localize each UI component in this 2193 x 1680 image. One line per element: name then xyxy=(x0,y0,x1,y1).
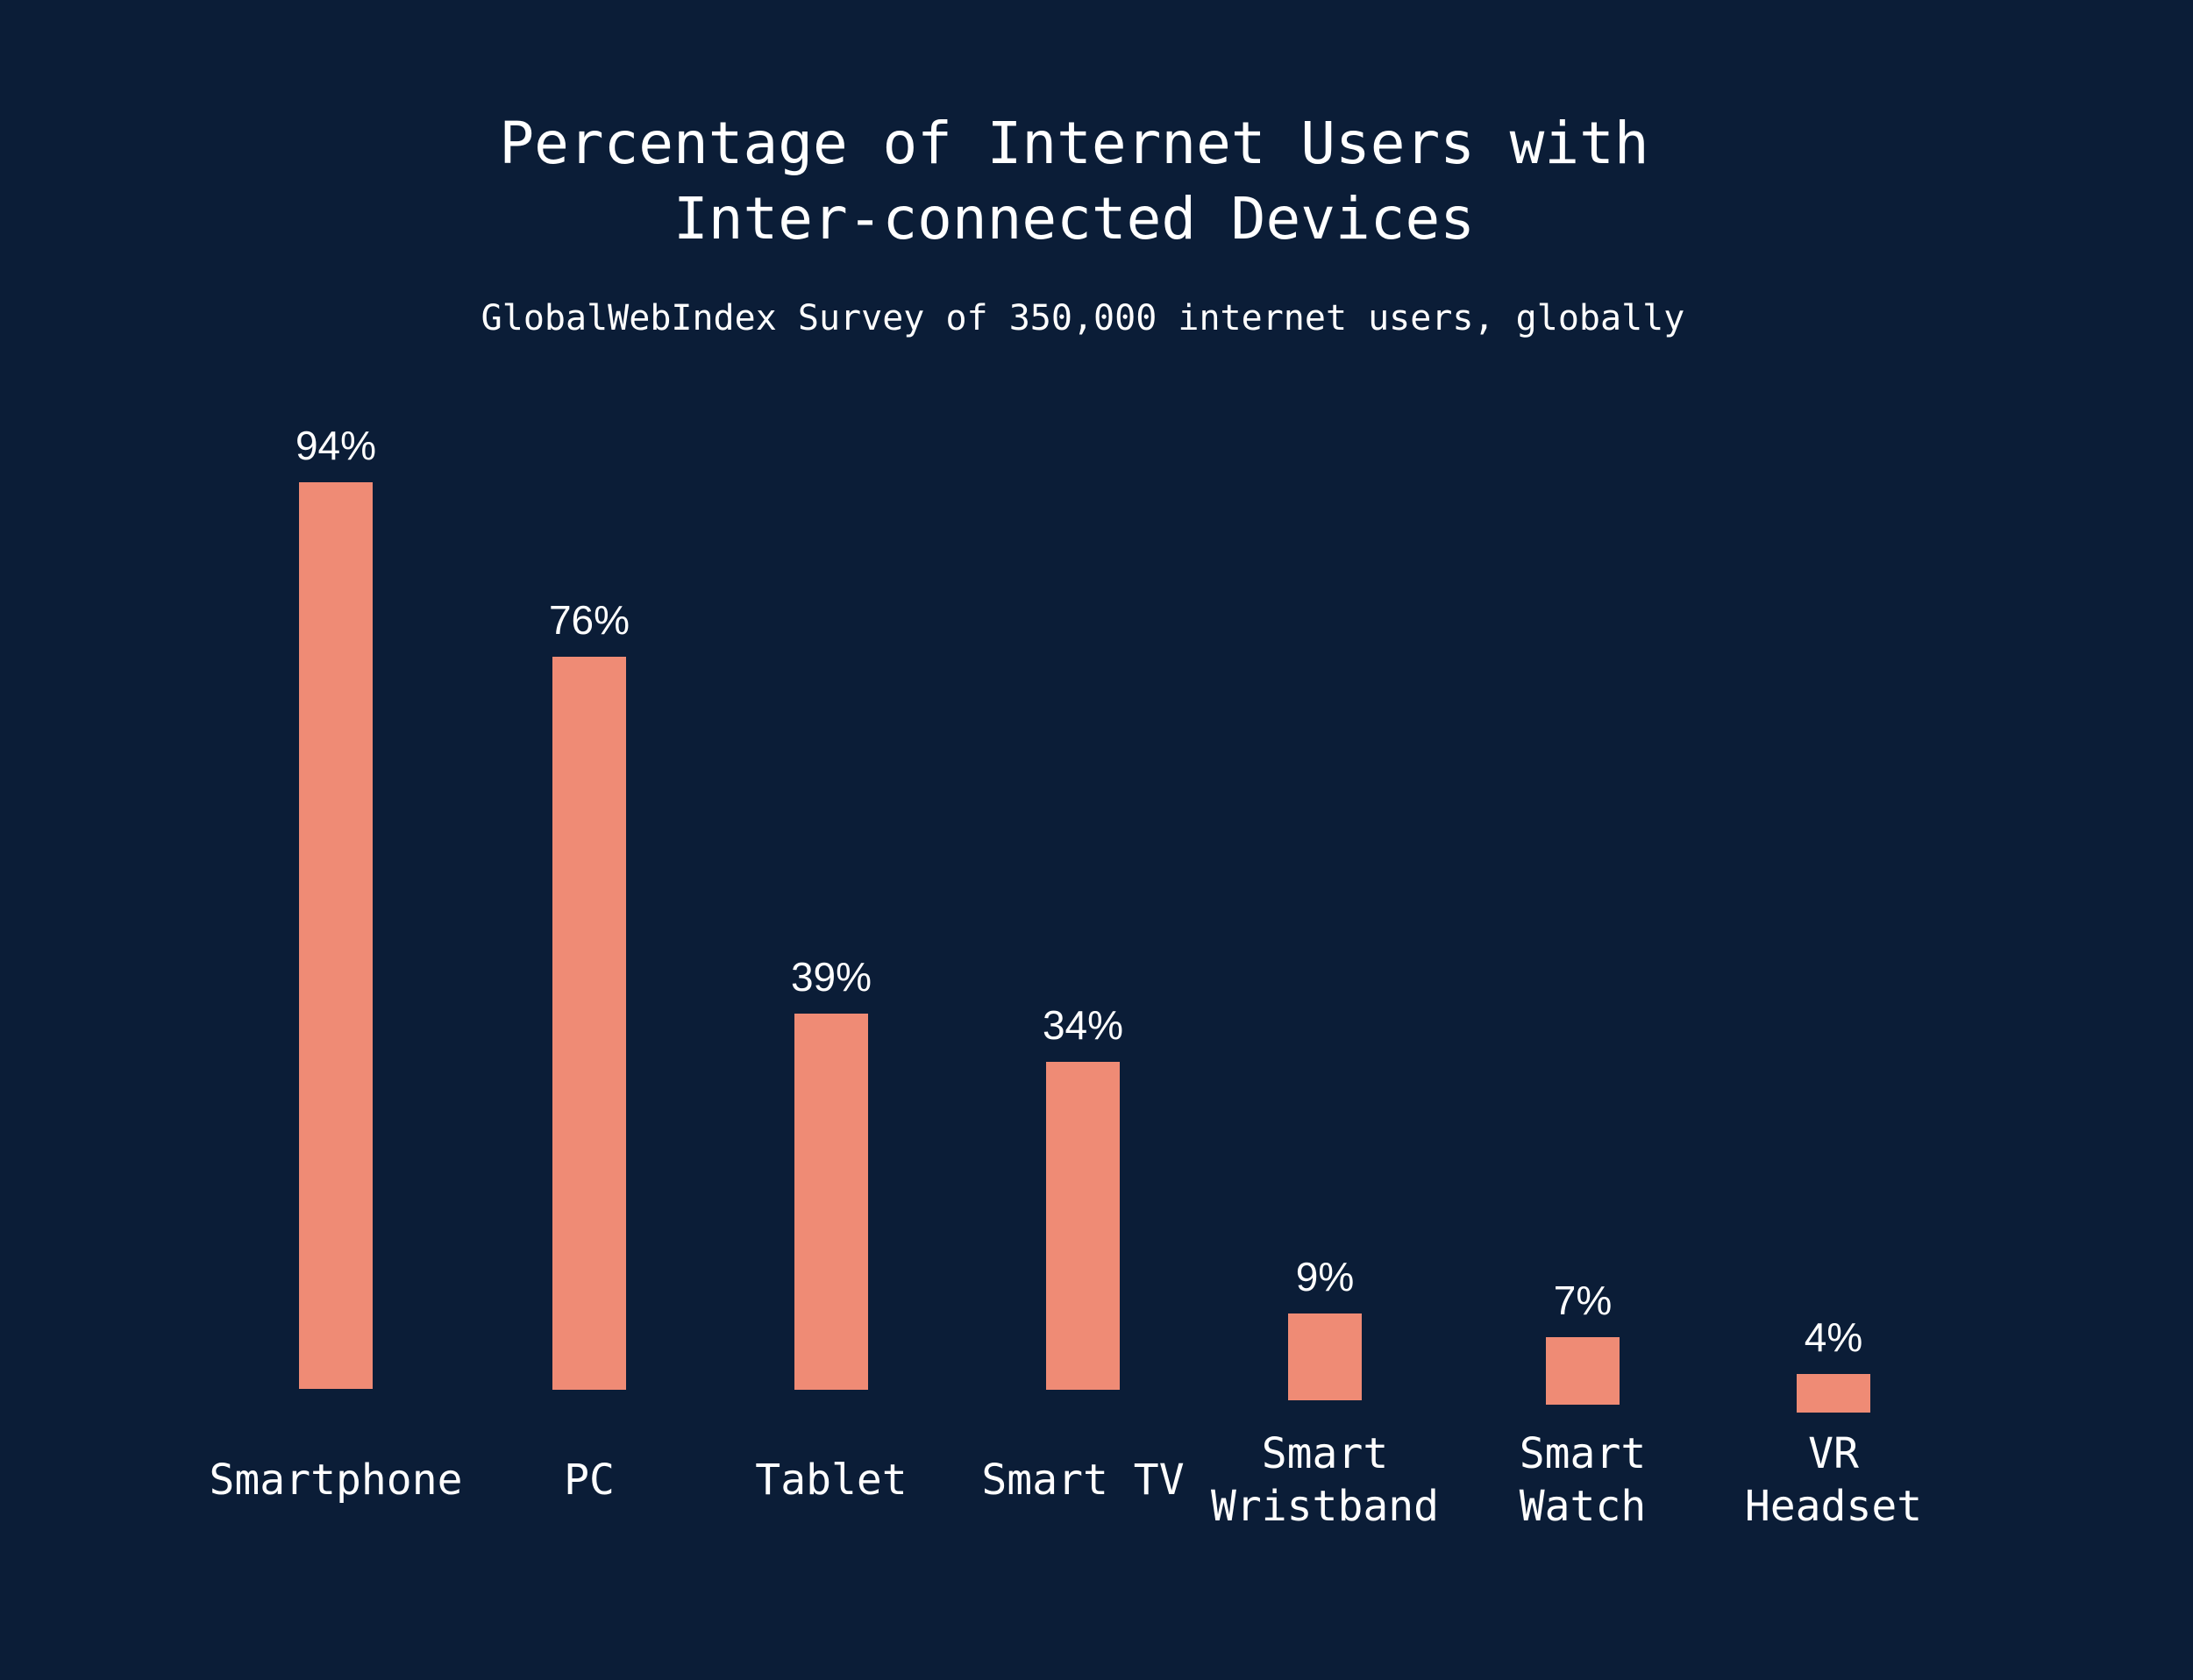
category-label-smart-wristband-line-2: Wristband xyxy=(1211,1482,1439,1531)
value-label-smart-wristband: 9% xyxy=(1296,1254,1354,1299)
category-label-smartphone: Smartphone xyxy=(210,1456,463,1505)
category-label-smart-tv: Smart TV xyxy=(981,1456,1184,1505)
category-labels: Smartphone PC Tablet Smart TVSmartWristband… xyxy=(210,1429,1923,1531)
category-label-tablet: Tablet xyxy=(755,1456,907,1505)
category-label-smart-watch-line-1: Smart xyxy=(1520,1429,1647,1478)
chart-subtitle: GlobalWebIndex Survey of 350,000 interne… xyxy=(481,298,1685,338)
bar-series xyxy=(299,482,1870,1413)
value-label-smart-tv: 34% xyxy=(1043,1002,1123,1048)
category-label-smart-watch-line-2: Watch xyxy=(1520,1482,1647,1531)
bar-pc xyxy=(552,657,626,1390)
bar-smart-tv xyxy=(1046,1062,1120,1390)
chart-title-line-1: Percentage of Internet Users with xyxy=(499,110,1648,177)
value-label-pc: 76% xyxy=(549,597,630,643)
category-label-pc: PC xyxy=(564,1456,615,1505)
value-label-tablet: 39% xyxy=(791,954,872,1000)
value-label-vr-headset: 4% xyxy=(1805,1314,1862,1360)
value-labels: 94% 76% 39% 34% 9% 7% 4% xyxy=(295,423,1862,1360)
category-label-vr-headset-line-1: VR xyxy=(1808,1429,1859,1478)
category-label-smart-wristband-line-1: Smart xyxy=(1262,1429,1389,1478)
bar-vr-headset xyxy=(1797,1374,1870,1413)
bar-smartphone xyxy=(299,482,373,1389)
chart-title-line-2: Inter-connected Devices xyxy=(673,185,1475,253)
bar-tablet xyxy=(794,1014,868,1390)
value-label-smartphone: 94% xyxy=(295,423,376,468)
category-label-vr-headset-line-2: Headset xyxy=(1745,1482,1922,1531)
value-label-smart-watch: 7% xyxy=(1554,1278,1612,1323)
bar-smart-wristband xyxy=(1288,1313,1362,1400)
bar-smart-watch xyxy=(1546,1337,1620,1405)
